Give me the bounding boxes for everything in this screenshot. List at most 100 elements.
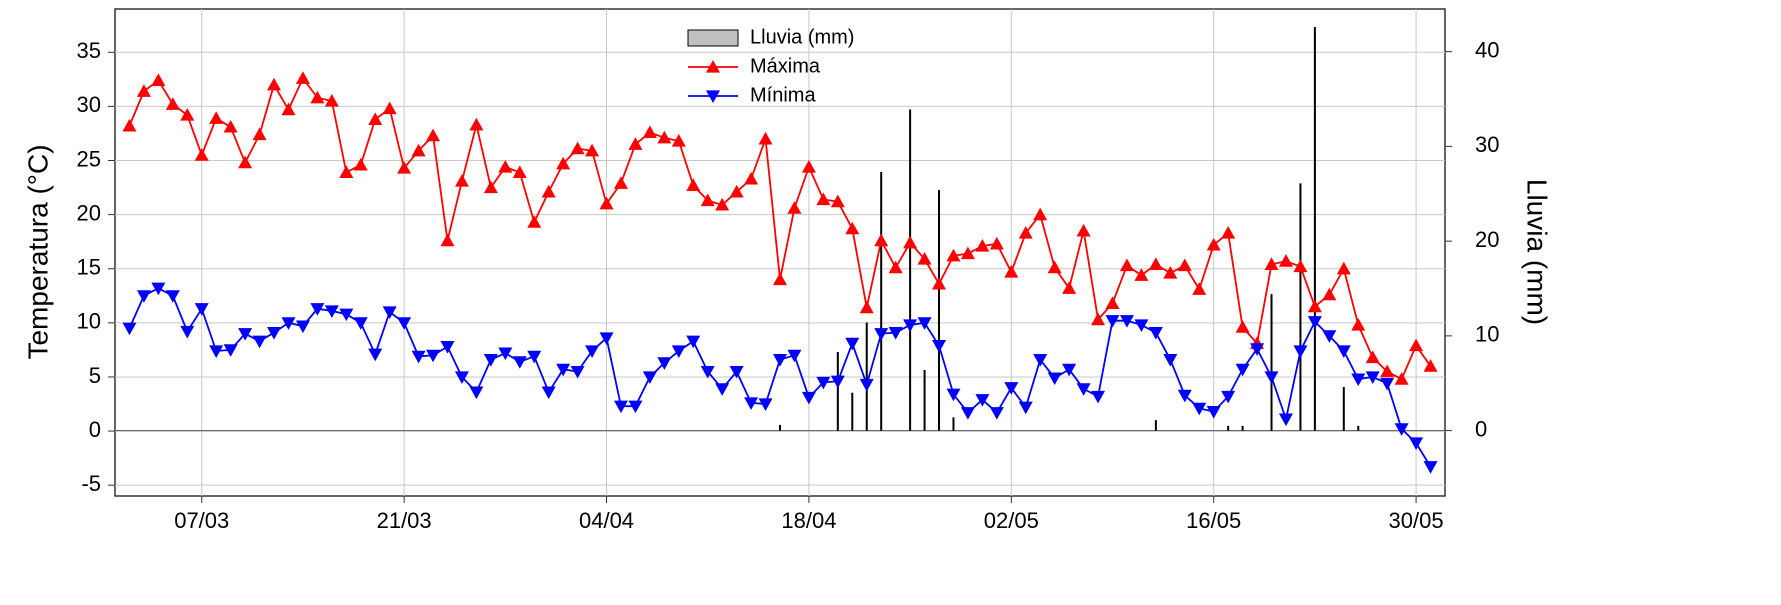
marker: [801, 160, 816, 173]
legend-marker: [706, 90, 720, 103]
marker: [989, 407, 1004, 420]
marker: [353, 317, 368, 330]
marker: [194, 303, 209, 316]
y2-tick-label: 40: [1475, 37, 1499, 62]
marker: [151, 282, 166, 296]
marker: [1221, 226, 1236, 239]
marker: [570, 365, 585, 379]
marker: [454, 371, 469, 384]
marker: [989, 236, 1004, 250]
legend-swatch: [687, 29, 739, 47]
marker: [223, 344, 238, 357]
marker: [903, 319, 918, 333]
marker: [744, 171, 759, 185]
marker: [888, 260, 903, 274]
y-tick-label: -5: [81, 471, 101, 496]
marker: [1192, 282, 1207, 295]
marker: [599, 332, 614, 345]
marker: [1091, 390, 1106, 404]
marker: [1307, 299, 1322, 313]
y-tick-label: 15: [77, 255, 101, 280]
marker: [700, 193, 715, 207]
marker: [960, 246, 975, 260]
marker: [657, 130, 672, 144]
marker: [1380, 377, 1395, 391]
marker: [1119, 315, 1134, 328]
rain-bar: [1241, 425, 1244, 431]
marker: [758, 131, 773, 145]
marker: [946, 248, 961, 262]
marker: [527, 215, 542, 228]
marker: [469, 117, 484, 131]
marker: [816, 376, 831, 390]
marker: [816, 192, 831, 206]
legend-marker: [706, 60, 720, 73]
marker: [830, 194, 845, 208]
y-tick-label: 5: [89, 363, 101, 388]
marker: [874, 233, 889, 247]
marker: [1423, 461, 1438, 474]
rain-bar: [1313, 27, 1316, 431]
y-tick-label: 0: [89, 417, 101, 442]
marker: [1163, 354, 1178, 367]
marker: [1264, 371, 1279, 384]
marker: [932, 276, 947, 290]
marker: [411, 350, 426, 364]
marker: [946, 388, 961, 402]
marker: [281, 102, 296, 116]
rain-bar: [851, 392, 854, 431]
marker: [1409, 338, 1424, 352]
marker: [830, 375, 845, 389]
marker: [975, 394, 990, 407]
marker: [845, 221, 860, 235]
rain-bar: [952, 417, 955, 431]
rain-bar: [880, 171, 883, 431]
marker: [628, 137, 643, 150]
marker: [599, 196, 614, 210]
x-tick-label: 07/03: [174, 508, 229, 533]
marker: [903, 235, 918, 249]
series-line: [128, 76, 1432, 381]
marker: [397, 317, 412, 330]
marker: [541, 184, 556, 198]
marker: [917, 251, 932, 265]
marker: [1322, 330, 1337, 343]
marker: [1192, 402, 1207, 416]
marker: [801, 391, 816, 405]
plot-frame: [114, 8, 1446, 497]
marker: [1394, 372, 1409, 385]
marker: [585, 143, 600, 157]
marker: [715, 197, 730, 211]
y-tick-label: 10: [77, 309, 101, 334]
marker: [426, 349, 441, 363]
marker: [122, 322, 137, 336]
marker: [787, 349, 802, 363]
marker: [1004, 382, 1019, 395]
marker: [570, 141, 585, 155]
legend-label: Mínima: [750, 84, 816, 106]
marker: [1235, 320, 1250, 333]
marker: [859, 378, 874, 392]
marker: [209, 345, 224, 358]
marker: [353, 157, 368, 171]
marker: [1336, 261, 1351, 275]
rain-bar: [923, 369, 926, 431]
y-axis-label: Temperatura (°C): [22, 144, 53, 359]
marker: [686, 178, 701, 192]
marker: [859, 300, 874, 314]
marker: [1076, 223, 1091, 237]
y2-tick-label: 30: [1475, 132, 1499, 157]
series-line: [128, 287, 1432, 468]
marker: [382, 101, 397, 115]
rain-bar: [938, 189, 941, 431]
y-tick-label: 25: [77, 146, 101, 171]
marker: [729, 184, 744, 198]
marker: [1091, 312, 1106, 326]
y-tick-label: 30: [77, 92, 101, 117]
rain-bar: [1299, 183, 1302, 431]
marker: [1062, 281, 1077, 294]
marker: [1278, 413, 1293, 427]
rain-bar: [1357, 425, 1360, 431]
marker: [469, 386, 484, 400]
rain-bar: [909, 109, 912, 431]
